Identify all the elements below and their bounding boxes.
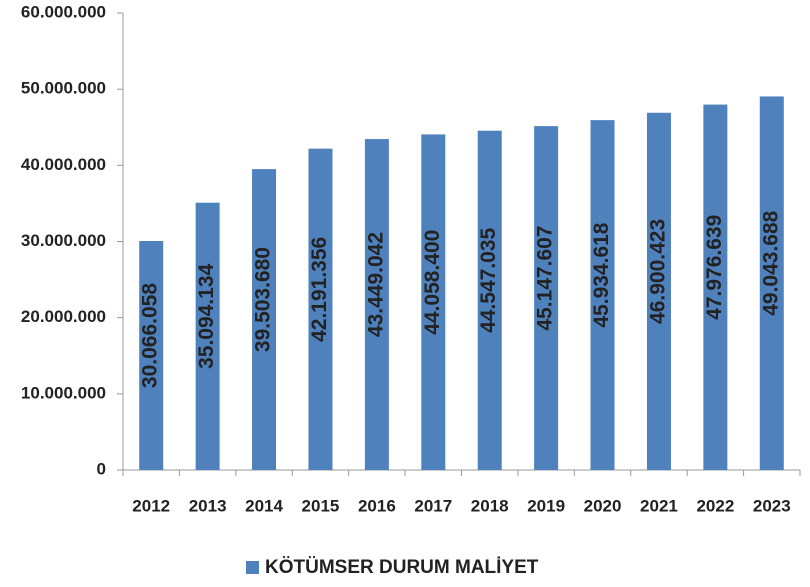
x-tick-label: 2020 (584, 496, 622, 515)
x-tick-label: 2014 (245, 496, 283, 515)
value-label: 49.043.688 (759, 210, 782, 315)
x-tick-label: 2022 (696, 496, 734, 515)
y-tick-label: 20.000.000 (21, 307, 106, 326)
y-tick-label: 10.000.000 (21, 383, 106, 402)
bar (534, 126, 559, 470)
bar (590, 120, 615, 471)
y-tick-label: 40.000.000 (21, 155, 106, 174)
x-tick-label: 2016 (358, 496, 396, 515)
bar (252, 169, 277, 470)
x-tick-label: 2019 (527, 496, 565, 515)
bar (195, 202, 220, 470)
value-label: 35.094.134 (195, 263, 218, 368)
x-tick-label: 2013 (189, 496, 227, 515)
bar (364, 139, 389, 471)
value-label: 30.066.058 (139, 283, 162, 388)
value-label: 39.503.680 (252, 247, 275, 352)
x-tick-label: 2018 (471, 496, 509, 515)
y-tick-label: 0 (97, 459, 106, 478)
value-label: 46.900.423 (647, 219, 670, 324)
legend-swatch (246, 561, 259, 574)
bar (421, 134, 446, 470)
bar (308, 148, 333, 470)
bar (759, 96, 784, 471)
value-label: 45.147.607 (534, 226, 557, 331)
value-label: 43.449.042 (364, 232, 387, 337)
value-label: 44.058.400 (421, 230, 444, 335)
x-tick-label: 2023 (753, 496, 791, 515)
bar (703, 104, 728, 470)
value-label: 45.934.618 (590, 222, 613, 327)
legend-label: KÖTÜMSER DURUM MALİYET (265, 557, 539, 578)
x-tick-label: 2012 (132, 496, 170, 515)
y-tick-label: 60.000.000 (21, 2, 106, 21)
y-tick-label: 30.000.000 (21, 231, 106, 250)
x-tick-label: 2017 (414, 496, 452, 515)
x-tick-label: 2015 (302, 496, 340, 515)
y-tick-label: 50.000.000 (21, 79, 106, 98)
bar (646, 112, 671, 470)
x-tick-label: 2021 (640, 496, 678, 515)
value-label: 47.976.639 (703, 215, 726, 320)
bar (477, 130, 502, 471)
value-label: 42.191.356 (308, 237, 331, 342)
value-label: 44.547.035 (477, 227, 500, 332)
bar (139, 240, 164, 470)
